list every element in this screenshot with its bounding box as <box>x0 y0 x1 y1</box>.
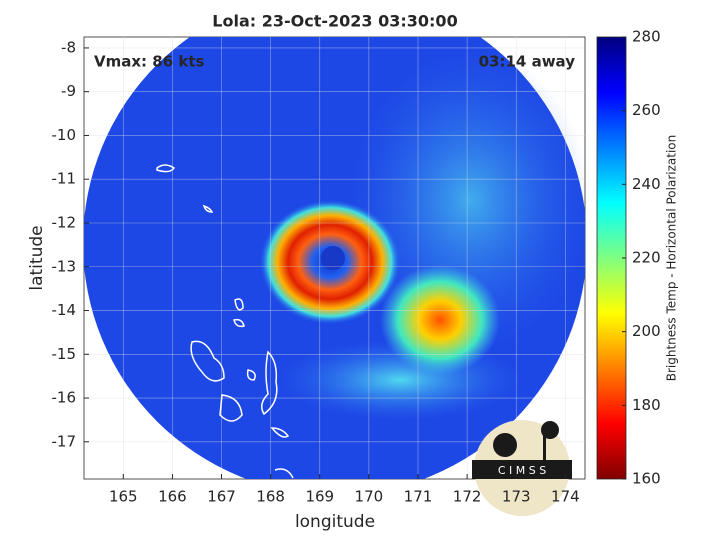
x-axis-label: longitude <box>295 512 375 532</box>
y-tick-label: -11 <box>52 170 77 188</box>
y-tick-label: -17 <box>52 432 77 450</box>
logo-text: C I M S S <box>498 464 546 477</box>
x-tick-label: 173 <box>502 488 531 506</box>
colorbar-tick-label: 280 <box>632 28 661 46</box>
x-tick-label: 172 <box>453 488 482 506</box>
x-tick-label: 165 <box>109 488 138 506</box>
x-tick-label: 167 <box>207 488 236 506</box>
colorbar <box>596 36 627 480</box>
x-tick-label: 166 <box>158 488 187 506</box>
x-tick-label: 169 <box>305 488 334 506</box>
imagery <box>84 37 585 479</box>
annotation: 03:14 away <box>479 53 576 71</box>
x-tick-label: 171 <box>404 488 433 506</box>
islands <box>156 164 294 479</box>
x-tick-label: 170 <box>355 488 384 506</box>
y-tick-label: -13 <box>52 257 77 275</box>
colorbar-tick-label: 260 <box>632 101 661 119</box>
x-tick-label: 168 <box>256 488 285 506</box>
colorbar-label: Brightness Temp - Horizontal Polarizatio… <box>665 135 679 382</box>
x-tick-label: 174 <box>551 488 580 506</box>
y-tick-label: -8 <box>61 38 76 56</box>
colorbar-tick-label: 240 <box>632 175 661 193</box>
chart-title: Lola: 23-Oct-2023 03:30:00 <box>212 12 457 31</box>
colorbar-tick-label: 160 <box>632 470 661 488</box>
logo: C I M S S <box>472 420 572 516</box>
colorbar-tick-label: 180 <box>632 396 661 414</box>
y-tick-label: -12 <box>52 213 77 231</box>
colorbar-tick-label: 200 <box>632 322 661 340</box>
y-axis-label: latitude <box>27 225 47 290</box>
y-tick-label: -14 <box>52 301 77 319</box>
y-tick-label: -10 <box>52 126 77 144</box>
y-tick-label: -15 <box>52 345 77 363</box>
y-tick-label: -9 <box>61 82 76 100</box>
y-tick-label: -16 <box>52 389 77 407</box>
colorbar-tick-label: 220 <box>632 249 661 267</box>
annotation: Vmax: 86 kts <box>94 53 204 71</box>
